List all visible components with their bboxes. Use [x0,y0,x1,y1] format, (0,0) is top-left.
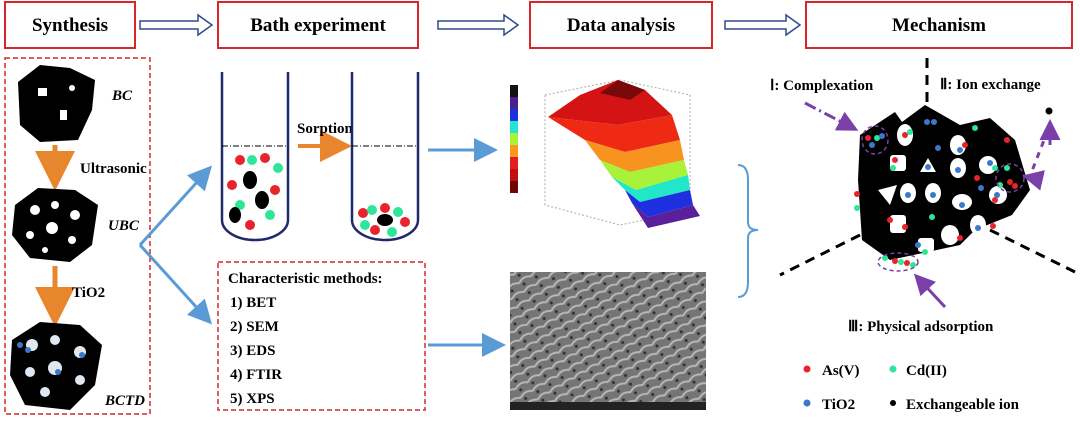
test-tube-before [220,72,290,242]
arrow-complexation-icon [804,101,859,131]
hollow-arrows [139,13,802,37]
legend-swatch-exchangeable-ion [890,400,896,406]
surface-plot-thumbnail [510,79,700,228]
hollow-arrow-icon [724,13,802,37]
method-item: 5) XPS [230,391,275,407]
stage-label: Bath experiment [250,15,386,36]
material-label-bctd: BCTD [104,393,145,409]
sorption-label: Sorption [297,121,354,137]
stage-synthesis: Synthesis [4,1,136,49]
legend-swatch-cd [889,365,897,373]
material-label-bc: BC [111,88,133,104]
method-item: 3) EDS [230,343,275,359]
label-ion-exchange: Ⅱ: Ion exchange [940,77,1041,93]
material-label-ubc: UBC [108,218,140,234]
colorbar [510,85,518,193]
stage-bath-experiment: Bath experiment [217,1,419,49]
test-tube-after [350,72,420,242]
label-complexation: Ⅰ: Complexation [770,78,874,94]
methods-title: Characteristic methods: [228,271,383,287]
flow-arrow-icon [138,243,213,325]
arrow-ion-exchange-in-icon [1028,129,1050,177]
legend-swatch-as [803,365,811,373]
method-item: 2) SEM [230,319,279,335]
legend-swatch-tio2 [803,399,811,407]
method-item: 1) BET [230,295,276,311]
arrow-physical-adsorption-icon [913,273,947,309]
legend-label: As(V) [822,363,860,379]
ubc-particle [12,188,98,262]
legend: As(V) Cd(II) TiO2 Exchangeable ion [803,363,1020,413]
arrowhead-icon [1022,170,1045,191]
legend-label-tio2: TiO2 [822,397,855,413]
sem-image [510,272,706,410]
stage-data-analysis: Data analysis [529,1,713,49]
brace-icon [737,164,759,298]
stage-label: Synthesis [32,15,108,36]
legend-label: Exchangeable ion [906,397,1020,413]
bc-particle [18,65,95,142]
mechanism-illustration: Ⅰ: Complexation Ⅱ: Ion exchange Ⅲ: Physi… [770,58,1076,335]
flow-arrow-icon [138,165,213,247]
characteristic-methods-box: Characteristic methods: 1) BET 2) SEM 3)… [217,261,426,411]
stage-mechanism: Mechanism [805,1,1073,49]
exchangeable-ion-dot [1045,107,1053,115]
label-physical-adsorption: Ⅲ: Physical adsorption [848,319,994,335]
method-item: 4) FTIR [230,367,282,383]
stage-label: Data analysis [567,15,675,36]
legend-label: Cd(II) [906,363,947,379]
hollow-arrow-icon [139,13,214,37]
stage-label: Mechanism [892,15,986,36]
bctd-particle [10,322,102,410]
step-ultrasonic: Ultrasonic [80,161,147,177]
step-tio2: TiO2 [72,285,105,301]
synthesis-panel: BC Ultrasonic UBC TiO2 BCTD [4,57,151,415]
hollow-arrow-icon [437,13,520,37]
